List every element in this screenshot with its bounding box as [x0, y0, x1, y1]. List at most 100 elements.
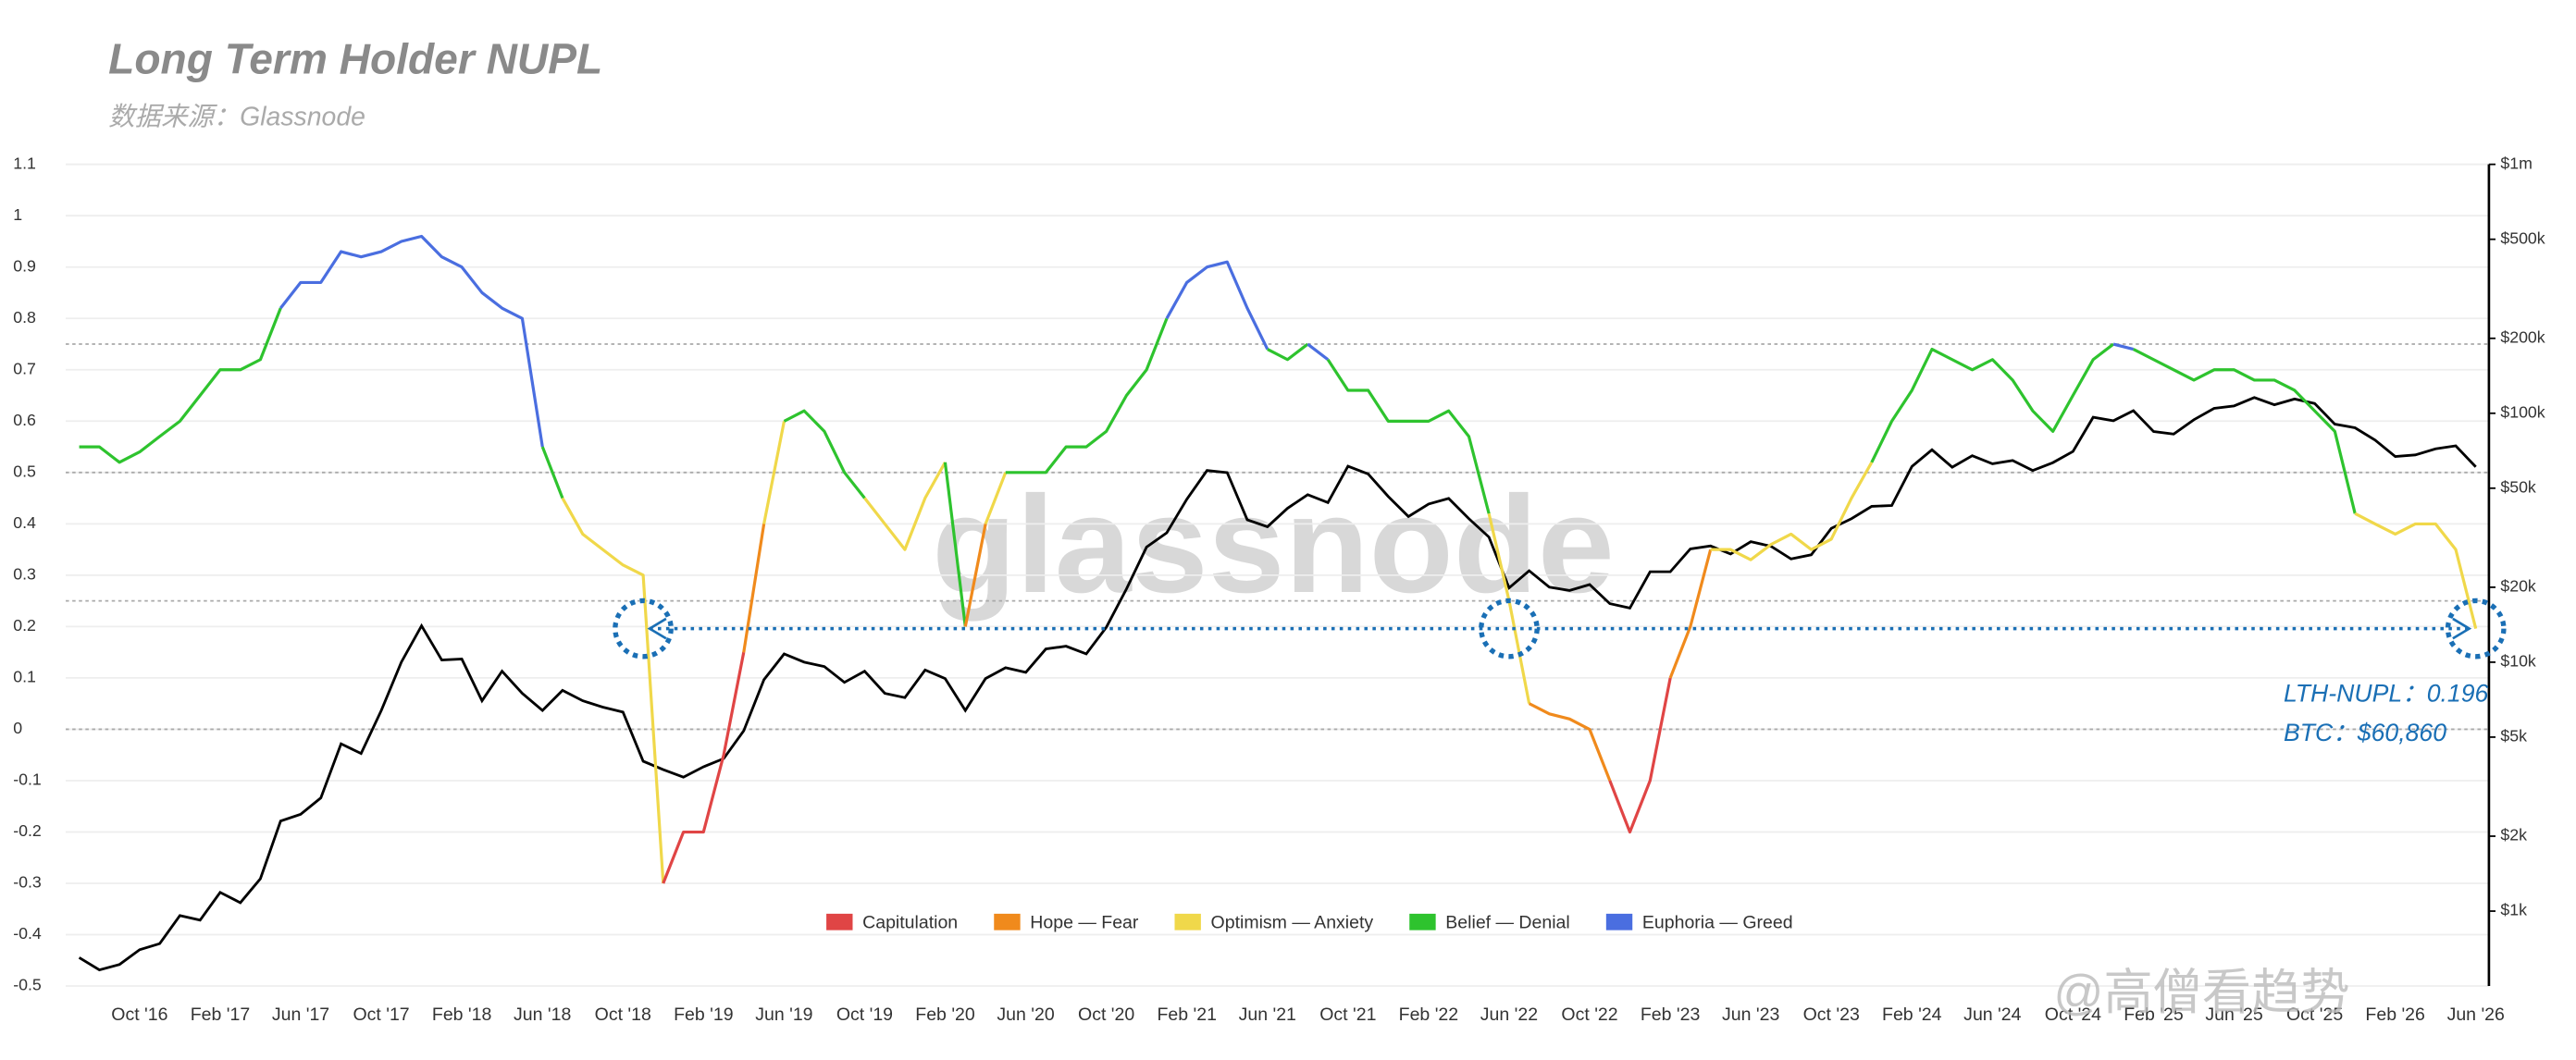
y-tick-label: 0.4 [13, 513, 36, 532]
x-tick-label: Oct '21 [1319, 1005, 1376, 1025]
y-tick-label: 0.1 [13, 668, 36, 686]
nupl-line [984, 472, 1008, 525]
x-tick-label: Feb '23 [1641, 1005, 1700, 1025]
highlight-circle [2445, 598, 2507, 659]
arrow-head [2452, 617, 2472, 640]
legend-swatch [826, 913, 853, 931]
x-tick-label: Jun '24 [1963, 1005, 2021, 1025]
nupl-line [2132, 348, 2357, 514]
highlight-circle [613, 598, 674, 659]
y-tick-label: 1.1 [13, 154, 36, 172]
watermark: glassnode [932, 467, 1615, 622]
arrow-head [647, 617, 667, 640]
y-tick-label: -0.4 [13, 924, 42, 943]
x-tick-label: Feb '24 [1882, 1005, 1942, 1025]
nupl-line [1165, 260, 1269, 351]
y2-tick-label: $200k [2500, 327, 2545, 346]
x-tick-label: Jun '25 [2205, 1005, 2262, 1025]
nupl-line [1267, 342, 1309, 362]
y2-tick-label: $2k [2500, 826, 2527, 844]
y-tick-label: -0.2 [13, 821, 42, 840]
legend-label: Optimism — Anxiety [1211, 913, 1374, 933]
x-tick-label: Oct '22 [1561, 1005, 1617, 1025]
x-tick-label: Oct '18 [595, 1005, 651, 1025]
x-tick-label: Oct '16 [111, 1005, 167, 1025]
nupl-line [863, 462, 947, 551]
y-tick-label: 0.5 [13, 462, 36, 480]
x-tick-label: Jun '23 [1722, 1005, 1779, 1025]
legend-label: Euphoria — Greed [1642, 913, 1793, 933]
nupl-line [1870, 342, 2114, 463]
legend-label: Belief — Denial [1445, 913, 1569, 933]
nupl-line [1307, 342, 1330, 362]
annotation: BTC：$60,860 [2284, 719, 2446, 746]
nupl-line [2112, 342, 2135, 351]
legend-swatch [1605, 913, 1633, 931]
legend-label: Hope — Fear [1030, 913, 1139, 933]
y-tick-label: 0.6 [13, 411, 36, 429]
y-tick-label: 0.3 [13, 565, 36, 584]
y2-tick-label: $1m [2500, 154, 2533, 172]
y2-tick-label: $50k [2500, 477, 2536, 496]
y-tick-label: 0.2 [13, 616, 36, 635]
x-tick-label: Feb '18 [432, 1005, 491, 1025]
x-tick-label: Jun '17 [272, 1005, 329, 1025]
y2-tick-label: $10k [2500, 652, 2536, 671]
x-tick-label: Feb '21 [1157, 1005, 1216, 1025]
x-tick-label: Oct '24 [2045, 1005, 2101, 1025]
credit: @高僧看趋势 [2053, 966, 2349, 1020]
x-tick-label: Feb '26 [2365, 1005, 2424, 1025]
x-tick-label: Feb '19 [674, 1005, 733, 1025]
nupl-line [742, 524, 766, 653]
nupl-line [662, 651, 746, 884]
y-tick-label: 0.8 [13, 308, 36, 327]
nupl-line [1528, 702, 1612, 782]
y-tick-label: -0.1 [13, 770, 42, 789]
x-tick-label: Jun '20 [997, 1005, 1054, 1025]
x-tick-label: Oct '19 [836, 1005, 893, 1025]
y-tick-label: 1 [13, 205, 22, 224]
y2-tick-label: $1k [2500, 901, 2527, 919]
legend-swatch [994, 913, 1021, 931]
x-tick-label: Jun '22 [1480, 1005, 1538, 1025]
chart-subtitle: 数据来源：Glassnode [108, 102, 365, 131]
y-tick-label: -0.5 [13, 976, 42, 994]
nupl-line [1005, 317, 1169, 475]
nupl-line [1668, 548, 1713, 679]
legend-swatch [1174, 913, 1201, 931]
x-tick-label: Oct '23 [1803, 1005, 1860, 1025]
y-tick-label: 0.7 [13, 359, 36, 377]
x-tick-label: Jun '26 [2447, 1005, 2505, 1025]
y-tick-label: -0.3 [13, 873, 42, 892]
nupl-line [1608, 677, 1672, 834]
chart-title: Long Term Holder NUPL [108, 35, 602, 83]
nupl-line [963, 524, 987, 627]
x-tick-label: Oct '25 [2286, 1005, 2343, 1025]
nupl-line [762, 421, 786, 524]
y2-tick-label: $5k [2500, 727, 2527, 746]
x-tick-label: Feb '25 [2124, 1005, 2184, 1025]
nupl-line [943, 462, 967, 627]
y2-tick-label: $500k [2500, 228, 2545, 247]
y-tick-label: 0 [13, 719, 22, 737]
annotation: LTH-NUPL：0.196 [2284, 680, 2489, 708]
nupl-line [2354, 512, 2478, 629]
nupl-line [540, 446, 564, 499]
x-tick-label: Oct '17 [353, 1005, 409, 1025]
y2-tick-label: $100k [2500, 402, 2545, 421]
x-tick-label: Jun '19 [755, 1005, 812, 1025]
x-tick-label: Feb '17 [191, 1005, 250, 1025]
nupl-line [783, 409, 866, 499]
legend-label: Capitulation [862, 913, 958, 933]
nupl-line [1326, 358, 1491, 514]
x-tick-label: Feb '20 [915, 1005, 975, 1025]
x-tick-label: Feb '22 [1399, 1005, 1458, 1025]
nupl-line [561, 497, 665, 884]
highlight-circle [1479, 598, 1540, 659]
y2-tick-label: $20k [2500, 577, 2536, 596]
nupl-line [279, 234, 544, 448]
nupl-line [1710, 462, 1874, 561]
legend-swatch [1409, 913, 1436, 931]
